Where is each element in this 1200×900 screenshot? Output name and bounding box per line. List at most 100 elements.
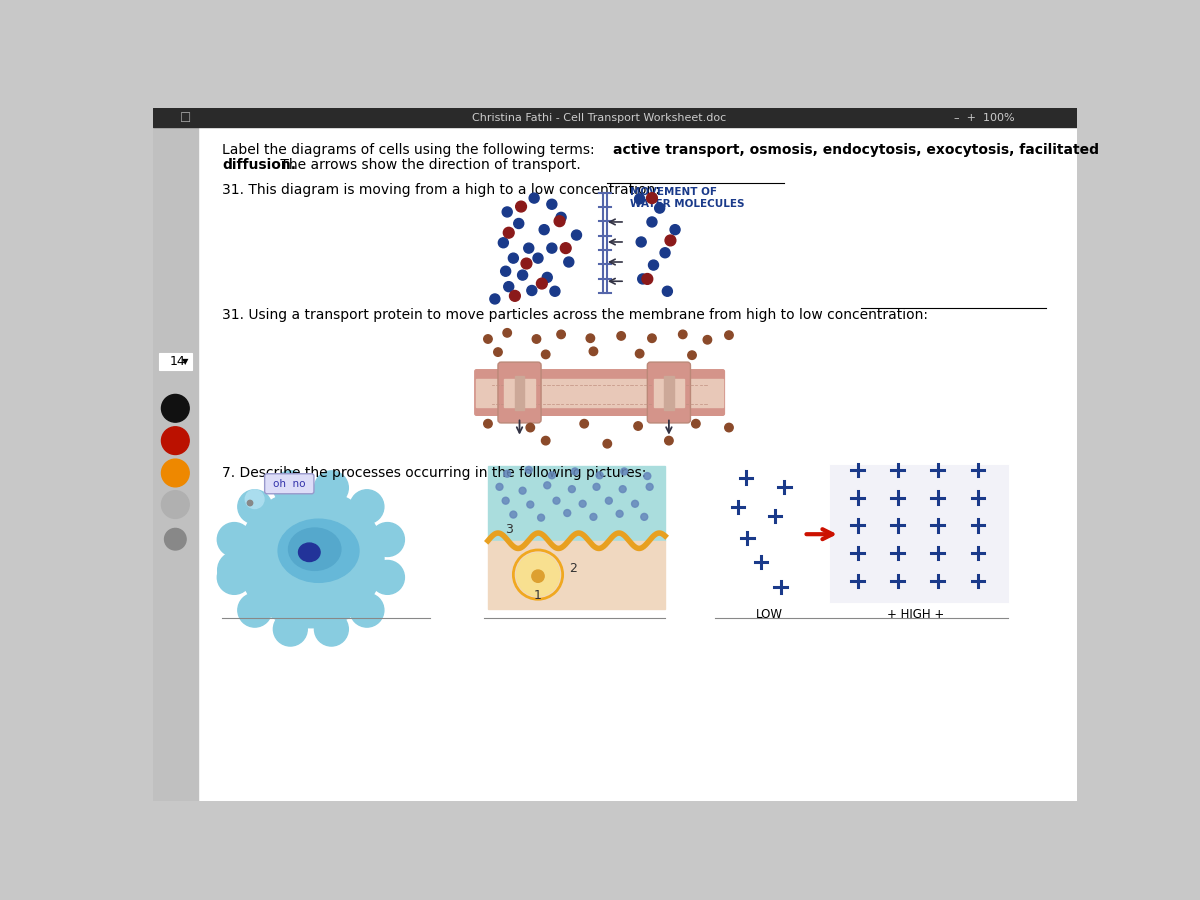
Circle shape <box>526 466 533 473</box>
Circle shape <box>516 554 559 596</box>
Text: ☐: ☐ <box>180 112 191 124</box>
Circle shape <box>636 237 646 247</box>
Circle shape <box>553 497 560 504</box>
Circle shape <box>642 274 653 284</box>
Circle shape <box>510 291 521 302</box>
Bar <box>488 466 665 541</box>
Text: MOVEMENT OF
WATER MOLECULES: MOVEMENT OF WATER MOLECULES <box>630 186 745 209</box>
Circle shape <box>564 509 571 517</box>
Text: 2: 2 <box>569 562 576 575</box>
Circle shape <box>503 228 514 238</box>
Circle shape <box>484 335 492 343</box>
Ellipse shape <box>288 528 341 571</box>
Circle shape <box>725 331 733 339</box>
Circle shape <box>521 258 532 269</box>
Circle shape <box>520 487 526 494</box>
Bar <box>665 376 673 410</box>
Circle shape <box>238 490 271 524</box>
Circle shape <box>502 207 512 217</box>
Circle shape <box>569 486 575 492</box>
Text: The arrows show the direction of transport.: The arrows show the direction of transpo… <box>276 158 581 172</box>
Circle shape <box>646 483 653 490</box>
Circle shape <box>678 330 686 338</box>
Text: 31. This diagram is moving from a high to a low concentration:: 31. This diagram is moving from a high t… <box>222 183 660 197</box>
Circle shape <box>484 419 492 428</box>
Circle shape <box>509 253 518 263</box>
Circle shape <box>516 202 527 211</box>
Circle shape <box>517 270 528 280</box>
Circle shape <box>541 350 550 358</box>
Circle shape <box>162 459 190 487</box>
Circle shape <box>641 513 648 520</box>
Text: LOW: LOW <box>756 608 782 622</box>
Circle shape <box>604 439 612 448</box>
Circle shape <box>589 347 598 356</box>
FancyBboxPatch shape <box>498 362 541 423</box>
Circle shape <box>571 230 582 240</box>
Circle shape <box>371 523 404 556</box>
Circle shape <box>550 286 560 296</box>
Circle shape <box>571 468 578 475</box>
Circle shape <box>526 423 534 432</box>
Circle shape <box>164 528 186 550</box>
Circle shape <box>504 282 514 292</box>
Circle shape <box>538 514 545 521</box>
Circle shape <box>634 422 642 430</box>
Circle shape <box>536 278 547 289</box>
Circle shape <box>162 491 190 518</box>
Bar <box>160 353 192 370</box>
Circle shape <box>274 471 307 505</box>
Circle shape <box>620 468 628 475</box>
Circle shape <box>493 348 502 356</box>
Circle shape <box>533 253 544 263</box>
Circle shape <box>542 273 552 283</box>
Circle shape <box>580 500 586 508</box>
Text: 14: 14 <box>170 355 186 368</box>
Circle shape <box>314 612 348 646</box>
Circle shape <box>655 203 665 213</box>
Text: ▼: ▼ <box>182 356 188 365</box>
Circle shape <box>647 193 658 203</box>
Circle shape <box>580 419 588 428</box>
Circle shape <box>245 490 264 508</box>
Circle shape <box>557 330 565 338</box>
Circle shape <box>371 561 404 594</box>
Circle shape <box>162 427 190 454</box>
Circle shape <box>539 225 550 235</box>
Circle shape <box>529 194 539 203</box>
Bar <box>654 379 684 407</box>
Bar <box>154 108 1078 127</box>
Circle shape <box>564 257 574 267</box>
Text: active transport, osmosis, endocytosis, exocytosis, facilitated: active transport, osmosis, endocytosis, … <box>613 142 1099 157</box>
Circle shape <box>547 199 557 210</box>
Bar <box>504 379 535 407</box>
Circle shape <box>544 482 551 489</box>
Circle shape <box>560 243 571 254</box>
Circle shape <box>350 490 384 524</box>
Circle shape <box>662 286 672 296</box>
Circle shape <box>596 472 604 479</box>
Circle shape <box>490 294 500 304</box>
Circle shape <box>496 483 503 490</box>
Circle shape <box>593 483 600 490</box>
Circle shape <box>665 235 676 246</box>
Circle shape <box>647 217 656 227</box>
Circle shape <box>616 510 623 518</box>
Circle shape <box>648 334 656 343</box>
Text: 7. Describe the processes occurring in the following pictures:: 7. Describe the processes occurring in t… <box>222 466 647 480</box>
Circle shape <box>510 511 517 518</box>
Circle shape <box>514 219 523 229</box>
Circle shape <box>725 423 733 432</box>
Circle shape <box>238 593 271 627</box>
Circle shape <box>533 335 541 343</box>
Circle shape <box>636 349 644 358</box>
Circle shape <box>648 260 659 270</box>
Circle shape <box>314 471 348 505</box>
Circle shape <box>644 472 650 480</box>
Circle shape <box>504 471 511 477</box>
FancyBboxPatch shape <box>265 473 314 494</box>
Circle shape <box>274 612 307 646</box>
Text: Christina Fathi - Cell Transport Worksheet.doc: Christina Fathi - Cell Transport Workshe… <box>473 113 727 123</box>
Circle shape <box>637 274 648 284</box>
Text: 1: 1 <box>533 589 541 602</box>
